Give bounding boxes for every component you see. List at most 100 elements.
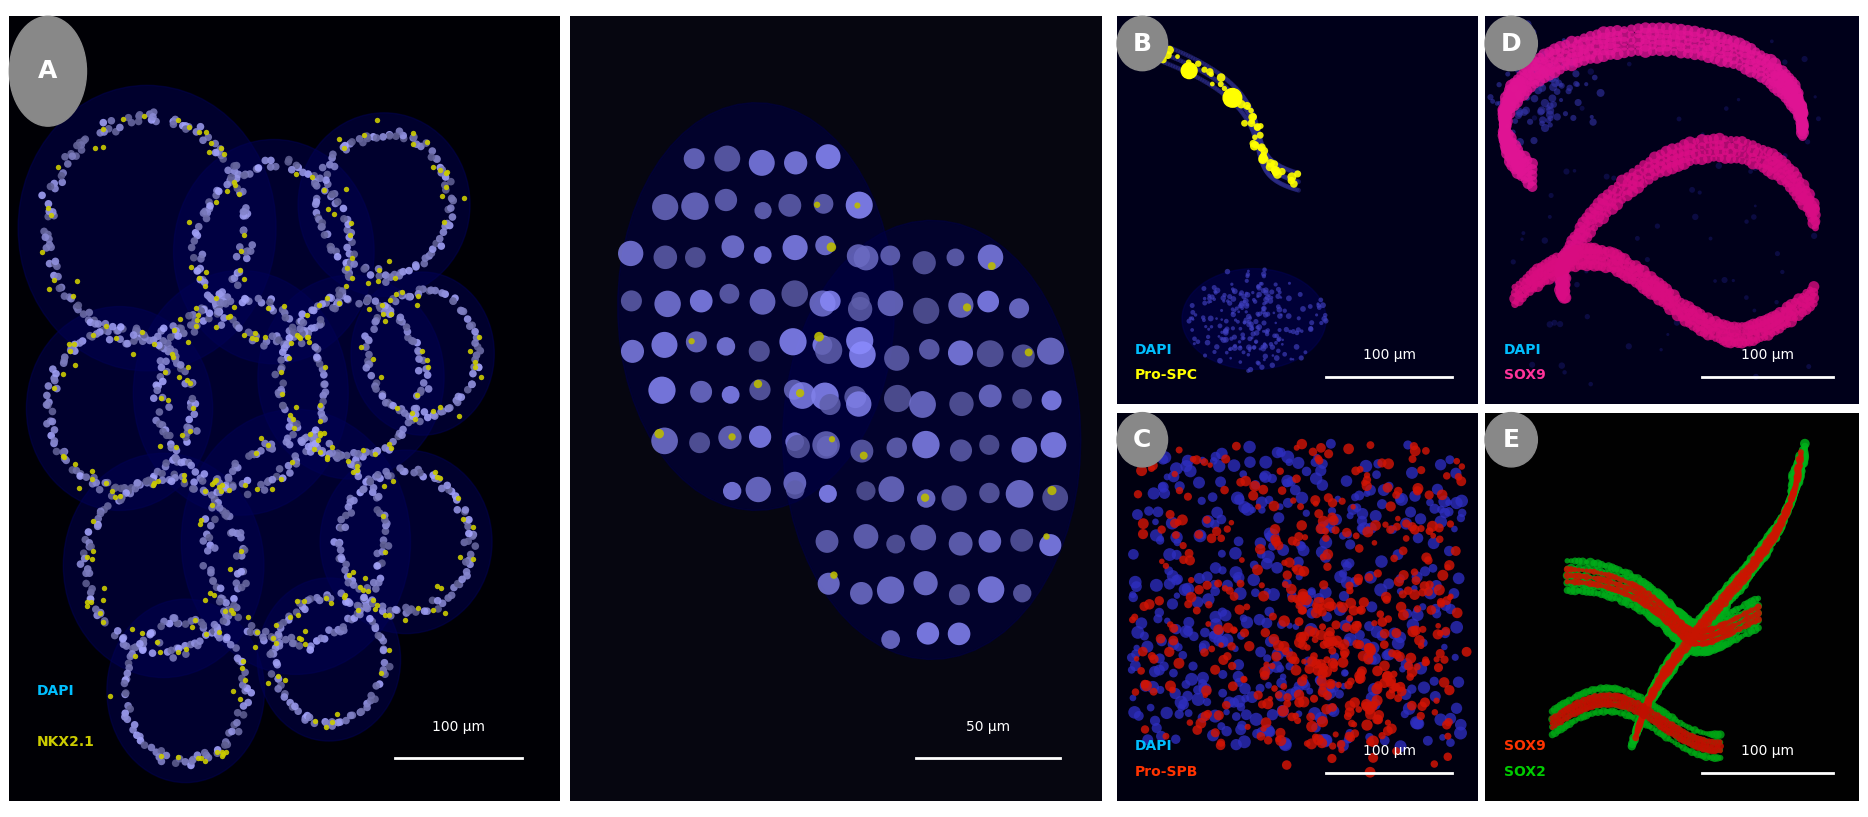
Point (1558, 699, 1588, 712)
Point (1121, 641, 1151, 654)
Point (299, 437, 329, 450)
Point (194, 199, 224, 212)
Point (209, 614, 239, 627)
Point (1664, 648, 1694, 661)
Point (882, 441, 912, 454)
Point (39, 209, 69, 222)
Point (389, 132, 418, 145)
Point (194, 195, 224, 208)
Point (1231, 708, 1261, 721)
Point (361, 445, 390, 458)
Point (712, 194, 742, 207)
Point (1233, 616, 1263, 629)
Point (1571, 709, 1601, 722)
Point (1601, 592, 1631, 605)
Point (260, 368, 290, 381)
Point (1560, 562, 1590, 575)
Point (1649, 667, 1679, 680)
Point (1324, 603, 1354, 616)
Point (262, 329, 291, 342)
Point (1659, 609, 1689, 623)
Point (1500, 281, 1530, 294)
Point (293, 167, 323, 181)
Point (1694, 28, 1724, 41)
Point (1732, 572, 1762, 585)
Point (1403, 717, 1433, 730)
Point (1201, 74, 1231, 87)
Point (1190, 646, 1220, 659)
Point (1597, 583, 1627, 596)
Point (1231, 102, 1261, 115)
Point (1283, 175, 1313, 188)
Point (1354, 642, 1384, 655)
Point (1218, 87, 1248, 100)
Point (50, 150, 80, 163)
Point (1489, 109, 1519, 123)
Point (1528, 64, 1558, 77)
Point (1623, 232, 1653, 245)
Point (1250, 669, 1280, 682)
Point (616, 247, 646, 260)
Point (1272, 577, 1302, 590)
Point (1784, 463, 1814, 476)
Point (1799, 203, 1829, 217)
Point (120, 334, 149, 347)
Point (248, 339, 278, 352)
Point (1646, 154, 1676, 167)
Point (1786, 460, 1816, 473)
Point (284, 331, 314, 344)
Point (254, 676, 284, 690)
Point (1582, 579, 1612, 592)
Point (1677, 739, 1707, 752)
Point (333, 596, 362, 609)
Point (1119, 706, 1149, 719)
Point (1627, 712, 1657, 725)
Point (1263, 167, 1293, 181)
Point (1550, 49, 1580, 62)
Point (1595, 257, 1625, 270)
Point (1642, 677, 1672, 690)
Point (1214, 88, 1244, 101)
Point (1786, 118, 1816, 131)
Point (1612, 697, 1642, 710)
Point (1750, 331, 1780, 344)
Point (452, 515, 482, 528)
Point (299, 431, 329, 444)
Point (1238, 119, 1268, 132)
Point (1388, 663, 1418, 676)
Point (207, 748, 237, 761)
Point (1246, 542, 1276, 556)
Point (1267, 168, 1296, 181)
Point (1272, 497, 1302, 510)
Point (1238, 286, 1268, 299)
Point (1698, 145, 1728, 158)
Point (1685, 627, 1715, 640)
Point (1173, 58, 1203, 71)
Point (1440, 651, 1470, 664)
Point (1681, 621, 1711, 634)
Point (1220, 339, 1250, 352)
Point (387, 429, 417, 442)
Point (1280, 484, 1309, 497)
Point (163, 455, 192, 468)
Point (1739, 556, 1769, 569)
Point (1326, 743, 1356, 757)
Point (1560, 584, 1590, 597)
Point (1139, 653, 1169, 666)
Point (1522, 263, 1552, 276)
Point (1679, 621, 1709, 634)
Point (1334, 733, 1364, 746)
Point (344, 600, 374, 613)
Point (334, 501, 364, 514)
Point (347, 450, 377, 463)
Point (450, 503, 480, 516)
Point (1151, 56, 1181, 69)
Point (1618, 262, 1648, 275)
Point (1175, 716, 1205, 729)
Point (1345, 672, 1375, 685)
Point (1634, 704, 1664, 717)
Point (1431, 507, 1461, 520)
Point (1547, 359, 1577, 373)
Point (1237, 690, 1267, 703)
Point (1696, 734, 1726, 748)
